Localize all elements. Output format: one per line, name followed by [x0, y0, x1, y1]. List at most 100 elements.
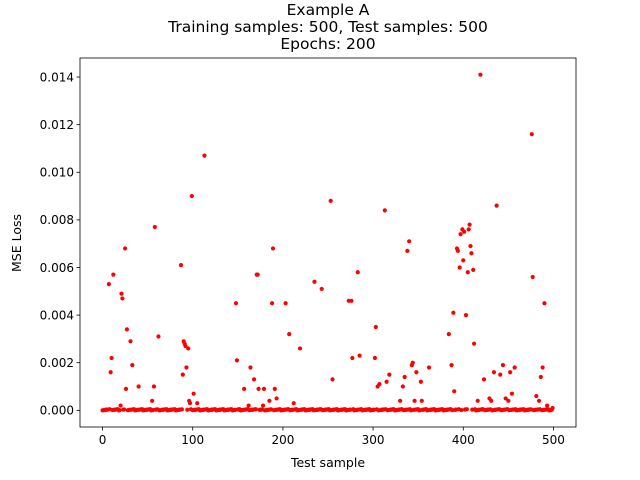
- data-point: [503, 396, 508, 401]
- data-point: [272, 386, 277, 392]
- data-point: [418, 379, 423, 384]
- data-point: [461, 258, 466, 263]
- data-point: [466, 227, 471, 232]
- data-point: [108, 370, 113, 375]
- data-point: [536, 398, 542, 403]
- data-point: [449, 363, 454, 368]
- data-point: [185, 407, 190, 412]
- data-point: [269, 301, 275, 306]
- data-point: [328, 198, 333, 203]
- y-axis-ticks: 0.000 0.002 0.004 0.006 0.008 0.010 0.012 0.014: [40, 70, 80, 418]
- data-point: [534, 393, 539, 399]
- data-point: [152, 224, 157, 230]
- data-point: [550, 405, 555, 411]
- data-point: [122, 407, 127, 412]
- data-point: [478, 72, 483, 77]
- data-point: [270, 246, 276, 251]
- data-point: [398, 398, 403, 403]
- data-point: [414, 370, 419, 375]
- data-point: [452, 389, 457, 394]
- data-point: [489, 398, 494, 403]
- x-tick-label: 500: [542, 433, 565, 447]
- data-point: [494, 203, 499, 208]
- data-point: [180, 372, 185, 377]
- data-point: [465, 270, 470, 275]
- y-tick-label: 0.000: [40, 404, 74, 418]
- data-point: [119, 291, 124, 296]
- data-point: [261, 386, 267, 392]
- data-point: [407, 239, 412, 244]
- data-point: [446, 332, 451, 337]
- data-point: [508, 370, 513, 375]
- data-point: [251, 377, 257, 382]
- data-point: [410, 360, 415, 365]
- y-tick-label: 0.014: [40, 70, 74, 84]
- x-tick-label: 400: [452, 433, 475, 447]
- data-point: [234, 358, 240, 363]
- data-point: [124, 327, 129, 332]
- data-point: [384, 379, 389, 384]
- data-point: [542, 301, 547, 306]
- data-point: [357, 353, 362, 358]
- y-tick-label: 0.002: [40, 356, 74, 370]
- data-point: [373, 324, 378, 330]
- data-point: [545, 403, 550, 408]
- data-point: [509, 391, 515, 396]
- data-point: [233, 301, 239, 306]
- x-tick-label: 300: [362, 433, 385, 447]
- data-point: [260, 403, 266, 408]
- data-point: [248, 365, 253, 370]
- y-tick-label: 0.010: [40, 166, 74, 180]
- data-point: [498, 372, 503, 377]
- data-point: [455, 248, 460, 253]
- data-point: [267, 398, 272, 403]
- data-point: [312, 279, 317, 284]
- data-point: [471, 341, 477, 346]
- data-point: [475, 398, 480, 403]
- data-point: [120, 296, 125, 301]
- title-line-3: Epochs: 200: [280, 35, 375, 53]
- data-point: [202, 153, 207, 158]
- data-point: [255, 272, 260, 277]
- data-point: [481, 377, 487, 382]
- data-point: [122, 246, 128, 251]
- data-point: [151, 384, 157, 389]
- data-point: [468, 243, 473, 249]
- data-point: [387, 372, 392, 377]
- y-tick-label: 0.004: [40, 308, 74, 322]
- data-point: [377, 382, 382, 387]
- data-point: [464, 407, 469, 412]
- data-point: [529, 132, 534, 137]
- data-point: [426, 365, 432, 370]
- data-point: [540, 365, 545, 370]
- data-point: [512, 365, 517, 370]
- data-point: [287, 332, 292, 337]
- data-point: [184, 365, 189, 370]
- data-point: [136, 384, 141, 389]
- data-point: [382, 208, 387, 213]
- data-point: [451, 310, 456, 315]
- data-point: [179, 407, 185, 412]
- data-point: [187, 401, 193, 406]
- data-point: [372, 355, 377, 361]
- data-point: [297, 346, 303, 351]
- data-point: [111, 272, 116, 277]
- y-tick-label: 0.012: [40, 118, 74, 132]
- plot-frame: [79, 57, 577, 428]
- data-point: [469, 251, 474, 256]
- y-tick-label: 0.008: [40, 213, 74, 227]
- data-point: [150, 398, 155, 403]
- data-point: [130, 363, 135, 368]
- title-line-1: Example A: [287, 1, 370, 19]
- data-point: [256, 386, 261, 392]
- data-point: [283, 301, 288, 306]
- data-point: [463, 313, 469, 318]
- data-point: [156, 334, 161, 339]
- data-point: [118, 403, 123, 408]
- data-point: [178, 263, 184, 268]
- data-point: [123, 386, 129, 392]
- data-point: [400, 384, 405, 389]
- data-point: [506, 398, 511, 403]
- y-tick-label: 0.006: [40, 261, 74, 275]
